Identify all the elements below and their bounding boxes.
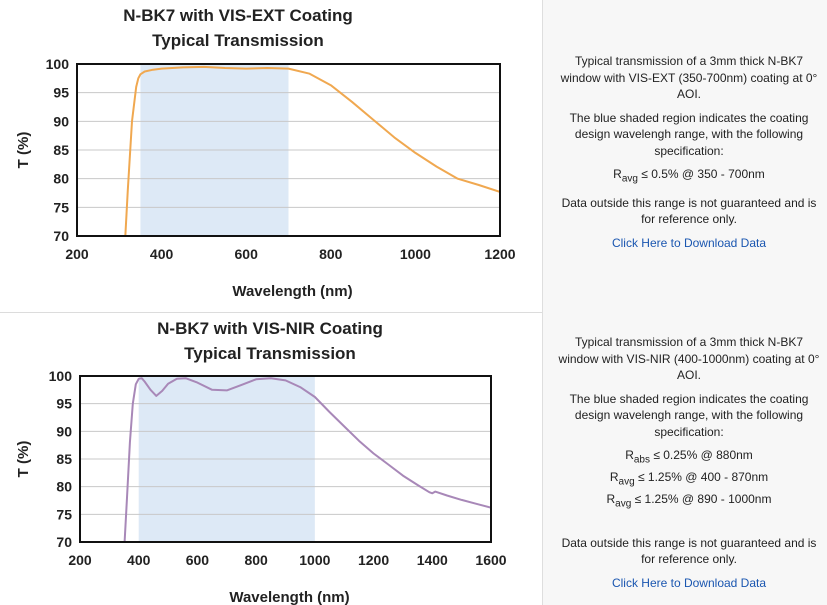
x-tick-label: 1200 (484, 246, 515, 262)
x-axis-label: Wavelength (nm) (232, 283, 352, 300)
x-tick-label: 1200 (358, 552, 389, 568)
coating-specification: Ravg ≤ 0.5% @ 350 - 700nm (555, 166, 823, 188)
y-axis-label: T (%) (15, 441, 32, 478)
chart-cell-vis-nir: 100 95 90 85 80 75 70 200 400 600 800 1000 1200 1400 1… (0, 312, 542, 605)
transmission-curve (124, 65, 500, 236)
disclaimer-text: Data outside this range is not guarantee… (561, 195, 817, 227)
row-divider (0, 312, 827, 313)
chart-cell-vis-ext: 100 95 90 85 80 75 70 200 400 600 800 1000 1200 N-BK7… (0, 0, 542, 312)
info-cell-vis-ext: Typical transmission of a 3mm thick N-BK… (542, 0, 827, 312)
shaded-region-note: The blue shaded region indicates the coa… (569, 110, 809, 158)
transmission-chart-vis-ext: 100 95 90 85 80 75 70 200 400 600 800 1000 1200 N-BK7… (15, 6, 516, 300)
spec-line: Ravg ≤ 1.25% @ 400 - 870nm (609, 469, 769, 488)
download-data-link[interactable]: Click Here to Download Data (611, 575, 767, 590)
x-tick-label: 600 (186, 552, 210, 568)
shaded-region-note: The blue shaded region indicates the coa… (569, 391, 809, 439)
spec-line: Ravg ≤ 1.25% @ 890 - 1000nm (606, 491, 772, 510)
x-tick-label: 1000 (400, 246, 431, 262)
y-tick-label: 85 (53, 142, 69, 158)
x-tick-label: 600 (235, 246, 259, 262)
y-tick-label: 75 (53, 199, 69, 215)
y-tick-label: 80 (56, 479, 72, 495)
product-row-vis-ext: 100 95 90 85 80 75 70 200 400 600 800 1000 1200 N-BK7… (0, 0, 827, 312)
x-tick-label: 1400 (417, 552, 448, 568)
y-tick-label: 70 (53, 228, 69, 244)
info-cell-vis-nir: Typical transmission of a 3mm thick N-BK… (542, 312, 827, 605)
transmission-curve (123, 377, 491, 542)
y-tick-label: 100 (49, 368, 73, 384)
chart-description: Typical transmission of a 3mm thick N-BK… (560, 54, 818, 101)
disclaimer-text: Data outside this range is not guarantee… (561, 535, 817, 567)
chart-subtitle: Typical Transmission (184, 344, 356, 363)
y-tick-label: 70 (56, 534, 72, 550)
x-tick-label: 200 (65, 246, 89, 262)
chart-subtitle: Typical Transmission (152, 31, 324, 50)
plot-frame (79, 375, 492, 543)
x-tick-label: 400 (150, 246, 174, 262)
y-tick-label: 80 (53, 171, 69, 187)
x-tick-label: 200 (68, 552, 92, 568)
x-axis-label: Wavelength (nm) (229, 589, 349, 605)
spec-line: Rabs ≤ 0.25% @ 880nm (625, 448, 753, 466)
x-tick-label: 800 (244, 552, 268, 568)
transmission-chart-vis-nir: 100 95 90 85 80 75 70 200 400 600 800 1000 1200 1400 1… (15, 319, 507, 605)
x-tick-label: 1000 (299, 552, 330, 568)
spec-line: Ravg ≤ 0.5% @ 350 - 700nm (613, 167, 765, 185)
y-axis-label: T (%) (15, 132, 32, 169)
coating-specification: Rabs ≤ 0.25% @ 880nm Ravg ≤ 1.25% @ 400 … (555, 447, 823, 513)
x-tick-label: 400 (127, 552, 151, 568)
product-row-vis-nir: 100 95 90 85 80 75 70 200 400 600 800 1000 1200 1400 1… (0, 312, 827, 605)
y-tick-label: 75 (56, 506, 72, 522)
chart-title: N-BK7 with VIS-NIR Coating (157, 319, 383, 338)
y-tick-label: 95 (56, 396, 72, 412)
x-tick-label: 1600 (475, 552, 506, 568)
y-tick-label: 90 (56, 423, 72, 439)
plot-frame (76, 63, 501, 237)
y-tick-label: 90 (53, 113, 69, 129)
y-tick-label: 95 (53, 85, 69, 101)
y-tick-label: 85 (56, 451, 72, 467)
chart-description: Typical transmission of a 3mm thick N-BK… (558, 335, 820, 382)
x-tick-label: 800 (319, 246, 343, 262)
y-tick-label: 100 (46, 56, 70, 72)
chart-title: N-BK7 with VIS-EXT Coating (123, 6, 353, 25)
download-data-link[interactable]: Click Here to Download Data (611, 235, 767, 250)
